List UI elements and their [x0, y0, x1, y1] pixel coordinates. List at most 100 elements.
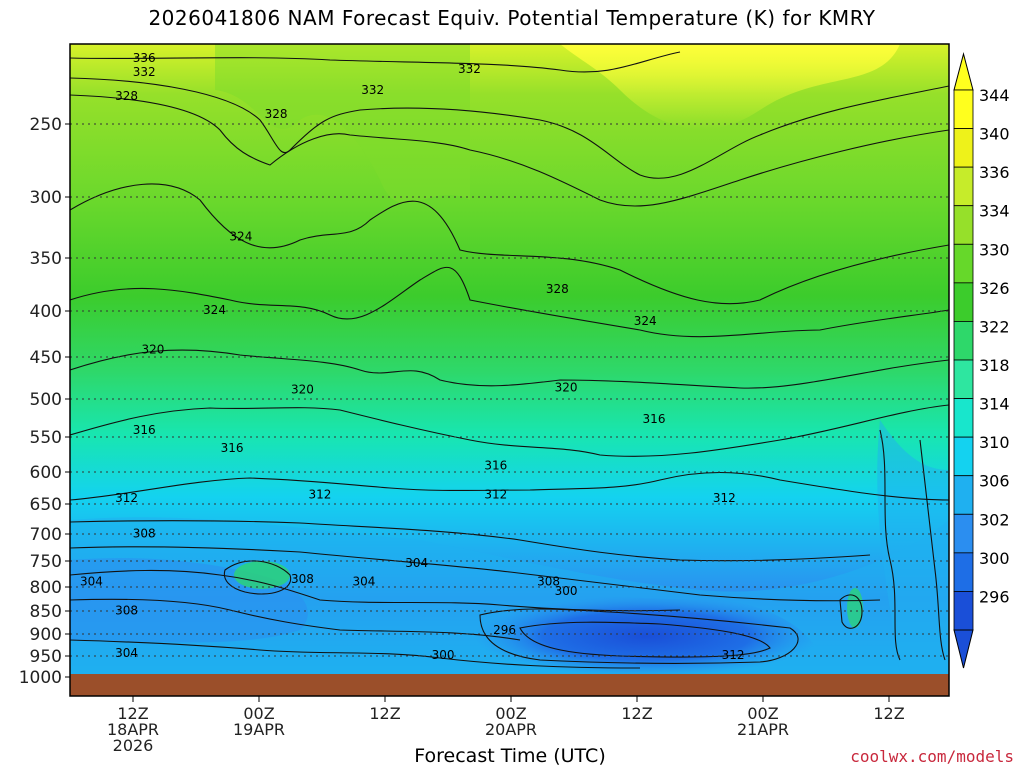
contour-label: 336 — [133, 51, 156, 65]
ground-strip — [70, 674, 949, 696]
x-tick-label: 00Z — [243, 704, 274, 723]
contour-label: 316 — [221, 441, 244, 455]
x-axis-title: Forecast Time (UTC) — [414, 745, 606, 767]
colorbar-label: 322 — [979, 317, 1010, 336]
x-tick-label: 20APR — [485, 720, 537, 739]
y-tick-label: 950 — [30, 647, 62, 667]
colorbar-swatch — [953, 436, 974, 477]
contour-label: 324 — [634, 314, 657, 328]
colorbar-label: 344 — [979, 86, 1010, 105]
contour-label: 304 — [80, 574, 103, 588]
colorbar-swatch — [953, 166, 974, 207]
colorbar-label: 310 — [979, 433, 1010, 452]
x-tick-label: 19APR — [233, 720, 285, 739]
contour-label: 304 — [352, 574, 375, 588]
colorbar-label: 330 — [979, 240, 1010, 259]
plot-frame — [69, 43, 950, 697]
colorbar-label: 314 — [979, 395, 1010, 414]
contour-label: 304 — [405, 556, 428, 570]
contour-label: 332 — [361, 83, 384, 97]
colorbar-swatch — [953, 89, 974, 129]
colorbar-label: 336 — [979, 163, 1010, 182]
contour-label: 316 — [133, 423, 156, 437]
contour-label: 312 — [484, 488, 507, 502]
colorbar-min-arrow — [953, 629, 974, 669]
x-tick-label: 12Z — [873, 704, 904, 723]
y-tick-label: 650 — [30, 495, 62, 515]
colorbar-swatch — [953, 128, 974, 168]
contour-label: 320 — [555, 381, 578, 395]
colorbar-swatch — [953, 591, 974, 631]
site-credit: coolwx.com/models — [850, 747, 1014, 766]
contour-label: 308 — [291, 572, 314, 586]
pressure-gridlines — [70, 123, 949, 657]
contour-label: 328 — [115, 89, 138, 103]
contour-label: 312 — [309, 488, 332, 502]
y-tick-label: 550 — [30, 428, 62, 448]
y-axis: 250 300 350 400 450 500 550 600 650 700 750 800 850 9… — [19, 115, 70, 688]
contour-label: 308 — [115, 603, 138, 617]
contour-label: 332 — [458, 62, 481, 76]
contour-label: 312 — [115, 491, 138, 505]
contour-label: 316 — [484, 459, 507, 473]
colorbar-label: 300 — [979, 549, 1010, 568]
colorbar-max-arrow — [953, 52, 974, 91]
y-tick-label: 1000 — [19, 668, 62, 688]
colorbar-label: 334 — [979, 202, 1010, 221]
y-tick-label: 900 — [30, 625, 62, 645]
y-tick-label: 500 — [30, 390, 62, 410]
y-tick-label: 300 — [30, 188, 62, 208]
contour-label: 308 — [537, 574, 560, 588]
colorbar-label: 340 — [979, 125, 1010, 144]
colorbar-label: 306 — [979, 472, 1010, 491]
y-tick-label: 600 — [30, 463, 62, 483]
colorbar-swatch — [953, 282, 974, 322]
colorbar-swatch — [953, 513, 974, 554]
x-tick-label: 21APR — [737, 720, 789, 739]
contour-label: 328 — [546, 282, 569, 296]
colorbar-swatch — [953, 359, 974, 399]
theta-e-field — [70, 44, 949, 674]
contour-lines — [70, 51, 949, 669]
contour-label: 308 — [133, 527, 156, 541]
contour-label: 300 — [555, 584, 578, 598]
y-tick-label: 850 — [30, 602, 62, 622]
contour-label: 328 — [265, 107, 288, 121]
colorbar-swatch — [953, 398, 974, 438]
y-tick-label: 700 — [30, 525, 62, 545]
chart-title: 2026041806 NAM Forecast Equiv. Potential… — [148, 6, 876, 30]
y-tick-label: 750 — [30, 552, 62, 572]
contour-label: 296 — [493, 623, 516, 637]
y-tick-label: 450 — [30, 348, 62, 368]
colorbar-swatch — [953, 243, 974, 284]
x-tick-label: 00Z — [747, 704, 778, 723]
x-tick-label: 12Z — [369, 704, 400, 723]
contour-label: 324 — [229, 230, 252, 244]
contour-label: 312 — [722, 648, 745, 662]
x-tick-label: 2026 — [113, 736, 154, 755]
contour-label: 316 — [643, 412, 666, 426]
y-tick-label: 350 — [30, 249, 62, 269]
colorbar: 344 340 336 334 330 326 322 318 314 310 306 302 300 2… — [953, 52, 1010, 669]
colorbar-swatch — [953, 552, 974, 592]
x-tick-label: 00Z — [495, 704, 526, 723]
contour-label: 320 — [142, 342, 165, 356]
x-tick-label: 12Z — [117, 704, 148, 723]
contour-label: 324 — [203, 303, 226, 317]
y-tick-label: 250 — [30, 115, 62, 135]
x-tick-label: 12Z — [621, 704, 652, 723]
colorbar-swatch — [953, 321, 974, 361]
colorbar-label: 318 — [979, 356, 1010, 375]
x-tick-label: 18APR — [107, 720, 159, 739]
y-tick-label: 400 — [30, 302, 62, 322]
colorbar-swatch — [953, 475, 974, 515]
contour-label: 320 — [291, 382, 314, 396]
y-tick-label: 800 — [30, 578, 62, 598]
contour-label: 312 — [713, 491, 736, 505]
colorbar-label: 326 — [979, 279, 1010, 298]
contour-label: 304 — [115, 646, 138, 660]
contour-label: 300 — [432, 648, 455, 662]
